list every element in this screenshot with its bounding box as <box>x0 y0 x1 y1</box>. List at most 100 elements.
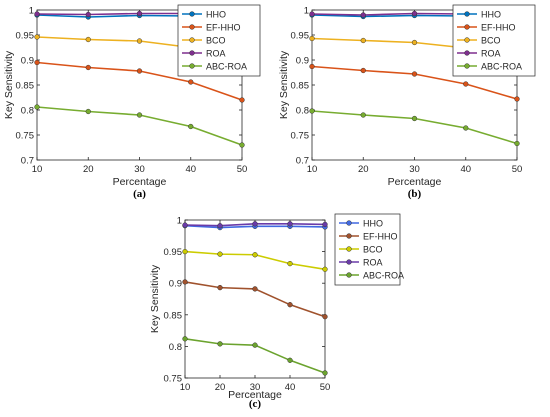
x-tick-label: 40 <box>285 382 296 393</box>
y-tick-label: 0.95 <box>164 247 183 258</box>
data-point-ef-hho <box>34 59 40 66</box>
legend-swatch-marker <box>189 50 195 56</box>
y-tick-label: 1 <box>177 216 182 227</box>
x-tick-label: 20 <box>215 382 226 393</box>
y-axis-title: Key Sensitivity <box>3 50 15 119</box>
data-point-roa <box>182 222 188 228</box>
data-point-bco <box>217 251 223 257</box>
y-tick-label: 0.85 <box>16 81 35 92</box>
legend-entry: HHO <box>363 218 383 228</box>
legend-swatch-marker <box>346 246 352 252</box>
legend-entry: ABC-ROA <box>481 61 522 71</box>
legend-entry: BCO <box>481 35 501 45</box>
y-tick-label: 0.8 <box>21 106 34 117</box>
data-point-bco <box>182 248 188 255</box>
legend-entry: HHO <box>481 9 501 19</box>
data-point-ef-hho <box>309 63 315 70</box>
data-point-roa <box>411 10 418 17</box>
legend-swatch-marker <box>346 272 352 278</box>
x-tick-label: 30 <box>250 382 261 393</box>
data-point-abc-roa <box>239 142 245 148</box>
y-tick-label: 0.95 <box>291 31 310 42</box>
panel-label: (b) <box>408 188 422 200</box>
chart-panel-b: 0.7 0.75 0.8 0.85 0.9 0.95 1 10 20 30 40 50 Percenta… <box>278 4 536 200</box>
data-point-roa <box>217 223 223 229</box>
y-tick-label: 0.9 <box>296 56 309 67</box>
data-point-ef-hho <box>360 67 366 74</box>
data-point-ef-hho <box>514 96 520 102</box>
y-tick-label: 0.7 <box>21 156 34 167</box>
x-tick-label: 50 <box>237 164 248 175</box>
plot-area <box>184 219 326 379</box>
data-point-abc-roa <box>411 115 418 122</box>
legend-swatch-marker <box>346 220 352 226</box>
legend-entry: BCO <box>363 244 383 254</box>
legend-swatch-marker <box>189 24 195 30</box>
data-point-roa <box>136 10 143 17</box>
data-point-abc-roa <box>309 108 315 114</box>
legend-swatch-marker <box>189 37 195 43</box>
data-point-roa <box>85 11 91 18</box>
data-point-abc-roa <box>217 341 223 347</box>
legend-swatch-marker <box>464 11 470 17</box>
y-axis-title: Key Sensitivity <box>278 50 290 119</box>
legend-entry: ROA <box>206 48 226 58</box>
data-point-ef-hho <box>85 64 91 71</box>
legend-swatch-marker <box>189 63 195 69</box>
legend-swatch-marker <box>346 233 352 239</box>
data-point-roa <box>309 11 315 17</box>
x-tick-label: 30 <box>134 164 145 175</box>
legend-entry: ROA <box>363 257 383 267</box>
data-point-ef-hho <box>463 81 469 87</box>
data-point-abc-roa <box>252 342 258 348</box>
legend-entry: HHO <box>206 9 226 19</box>
legend-swatch-marker <box>189 11 195 17</box>
data-point-abc-roa <box>182 336 188 342</box>
data-point-ef-hho <box>182 279 188 285</box>
legend-entry: ABC-ROA <box>363 270 404 280</box>
data-point-ef-hho <box>411 71 418 77</box>
data-point-bco <box>136 38 143 44</box>
data-point-abc-roa <box>136 112 143 118</box>
y-tick-label: 1 <box>304 6 309 17</box>
chart-panel-a: 0.7 0.75 0.8 0.85 0.9 0.95 1 10 20 30 40 50 Percenta… <box>3 4 261 200</box>
y-tick-label: 1 <box>29 6 34 17</box>
legend-swatch-marker <box>464 63 470 69</box>
x-axis-title: Percentage <box>228 389 282 401</box>
y-tick-label: 0.7 <box>296 156 309 167</box>
legend-entry: EF-HHO <box>363 231 398 241</box>
data-point-bco <box>360 37 366 44</box>
data-point-abc-roa <box>34 104 40 110</box>
data-point-abc-roa <box>463 125 469 131</box>
data-point-bco <box>309 35 315 42</box>
data-point-ef-hho <box>322 314 328 320</box>
data-point-bco <box>252 252 258 258</box>
y-tick-label: 0.8 <box>169 342 182 353</box>
data-point-ef-hho <box>239 97 245 103</box>
data-point-bco <box>411 39 418 46</box>
x-tick-label: 50 <box>512 164 523 175</box>
y-tick-label: 0.8 <box>296 106 309 117</box>
y-tick-label: 0.85 <box>291 81 310 92</box>
x-axis-title: Percentage <box>113 176 167 188</box>
x-tick-label: 10 <box>180 382 191 393</box>
data-point-bco <box>287 260 293 267</box>
legend-swatch-marker <box>464 37 470 43</box>
legend-entry: ROA <box>481 48 501 58</box>
data-point-roa <box>287 221 293 227</box>
data-point-ef-hho <box>136 68 143 74</box>
data-point-abc-roa <box>287 357 293 363</box>
data-point-bco <box>34 34 40 40</box>
data-point-bco <box>322 266 328 272</box>
data-point-bco <box>85 36 91 43</box>
y-axis-title: Key Sensitivity <box>149 264 161 333</box>
y-tick-label: 0.85 <box>164 310 183 321</box>
legend-swatch-marker <box>346 259 352 265</box>
data-point-roa <box>322 221 328 228</box>
legend-entry: BCO <box>206 35 226 45</box>
y-tick-label: 0.75 <box>16 131 35 142</box>
data-point-roa <box>34 11 40 17</box>
data-point-abc-roa <box>360 112 366 118</box>
panel-label: (c) <box>249 398 262 410</box>
data-point-roa <box>360 12 366 18</box>
